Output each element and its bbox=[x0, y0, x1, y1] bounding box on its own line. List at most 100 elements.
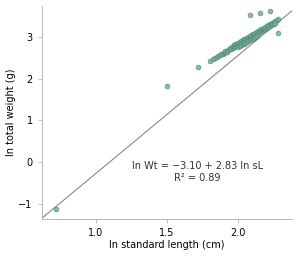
Point bbox=[224, 49, 229, 54]
Point bbox=[246, 37, 251, 41]
Point bbox=[244, 36, 249, 40]
Point bbox=[270, 22, 275, 26]
Point bbox=[226, 48, 231, 52]
Point bbox=[235, 43, 239, 47]
Point bbox=[249, 33, 254, 37]
Point bbox=[196, 65, 201, 69]
Point bbox=[256, 29, 261, 33]
Point bbox=[273, 19, 278, 23]
Point bbox=[276, 17, 281, 22]
Point bbox=[239, 39, 243, 43]
Point bbox=[246, 35, 251, 39]
Point bbox=[256, 31, 261, 35]
Point bbox=[264, 26, 269, 30]
Point bbox=[233, 44, 238, 48]
Point bbox=[232, 43, 236, 47]
Point bbox=[276, 31, 281, 35]
Point bbox=[249, 35, 254, 39]
Point bbox=[266, 23, 271, 27]
Point bbox=[237, 40, 242, 44]
Text: ln Wt = −3.10 + 2.83 ln sL
R² = 0.89: ln Wt = −3.10 + 2.83 ln sL R² = 0.89 bbox=[131, 161, 263, 183]
Point bbox=[250, 34, 255, 38]
Point bbox=[237, 41, 242, 46]
Y-axis label: ln total weight (g): ln total weight (g) bbox=[6, 68, 15, 156]
Point bbox=[257, 28, 262, 32]
Point bbox=[247, 38, 252, 42]
Point bbox=[253, 35, 258, 39]
Point bbox=[232, 45, 236, 49]
Point bbox=[252, 31, 256, 36]
Point bbox=[222, 51, 226, 55]
Point bbox=[254, 30, 259, 34]
Point bbox=[242, 37, 246, 41]
Point bbox=[216, 54, 221, 58]
Point bbox=[240, 42, 245, 46]
Point bbox=[223, 49, 228, 53]
Point bbox=[244, 40, 249, 44]
Point bbox=[242, 39, 246, 43]
Point bbox=[213, 56, 218, 60]
Point bbox=[257, 30, 262, 34]
Point bbox=[267, 22, 272, 26]
Point bbox=[273, 21, 278, 25]
Point bbox=[243, 41, 248, 45]
Point bbox=[254, 34, 259, 38]
Point bbox=[260, 28, 265, 32]
Point bbox=[254, 31, 259, 36]
Point bbox=[252, 33, 256, 37]
Point bbox=[233, 42, 238, 46]
Point bbox=[253, 31, 258, 35]
Point bbox=[262, 26, 266, 30]
Point bbox=[257, 10, 262, 15]
Point bbox=[260, 26, 265, 30]
Point bbox=[217, 53, 222, 57]
Point bbox=[164, 84, 169, 88]
Point bbox=[53, 207, 58, 211]
Point bbox=[247, 34, 252, 38]
Point bbox=[239, 43, 243, 47]
Point bbox=[266, 25, 271, 29]
Point bbox=[267, 24, 272, 28]
Point bbox=[229, 47, 234, 51]
Point bbox=[240, 40, 245, 44]
Point bbox=[274, 18, 279, 22]
Point bbox=[230, 46, 235, 50]
Point bbox=[264, 24, 269, 28]
Point bbox=[244, 37, 249, 41]
Point bbox=[271, 22, 276, 26]
Point bbox=[246, 39, 251, 43]
Point bbox=[210, 57, 215, 61]
Point bbox=[239, 41, 243, 45]
Point bbox=[243, 38, 248, 42]
Point bbox=[271, 20, 276, 24]
Point bbox=[269, 22, 274, 26]
Point bbox=[227, 47, 232, 51]
X-axis label: ln standard length (cm): ln standard length (cm) bbox=[109, 240, 225, 250]
Point bbox=[253, 32, 258, 36]
Point bbox=[230, 44, 235, 48]
Point bbox=[252, 36, 256, 40]
Point bbox=[250, 37, 255, 41]
Point bbox=[236, 42, 241, 46]
Point bbox=[247, 13, 252, 17]
Point bbox=[263, 26, 268, 30]
Point bbox=[220, 51, 225, 56]
Point bbox=[259, 27, 263, 31]
Point bbox=[249, 37, 254, 41]
Point bbox=[240, 38, 245, 42]
Point bbox=[236, 45, 241, 49]
Point bbox=[215, 55, 219, 59]
Point bbox=[270, 21, 275, 25]
Point bbox=[242, 41, 246, 46]
Point bbox=[263, 25, 268, 29]
Point bbox=[247, 36, 252, 40]
Point bbox=[262, 27, 266, 31]
Point bbox=[250, 32, 255, 36]
Point bbox=[259, 29, 263, 33]
Point bbox=[235, 41, 239, 46]
Point bbox=[237, 44, 242, 48]
Point bbox=[236, 41, 241, 45]
Point bbox=[267, 9, 272, 13]
Point bbox=[243, 37, 248, 41]
Point bbox=[207, 59, 212, 63]
